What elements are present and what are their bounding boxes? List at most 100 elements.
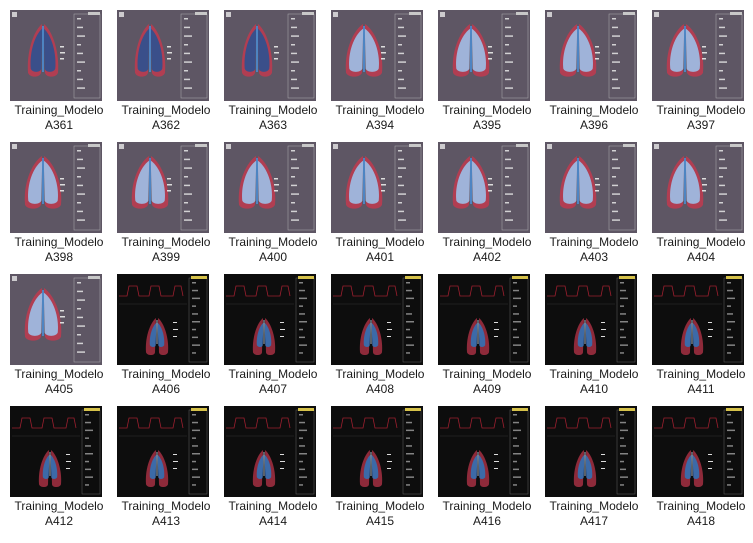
file-name-line-1: Training_Modelo: [121, 235, 211, 249]
file-name-line-1: Training_Modelo: [14, 103, 104, 117]
file-item[interactable]: Training_Modelo A397: [649, 10, 753, 142]
lung-dark-thumbnail-icon: [652, 406, 744, 497]
file-name: Training_Modelo A396: [540, 103, 648, 133]
file-item[interactable]: Training_Modelo A408: [328, 274, 435, 406]
lung-light-thumbnail-icon: [438, 142, 530, 233]
lung-dark-thumbnail-icon: [438, 274, 530, 365]
file-name-line-1: Training_Modelo: [14, 235, 104, 249]
file-name: Training_Modelo A363: [219, 103, 327, 133]
file-item[interactable]: Training_Modelo A405: [7, 274, 114, 406]
lung-dark-thumbnail-icon: [117, 406, 209, 497]
file-name: Training_Modelo A413: [112, 499, 220, 529]
lung-dark-thumbnail-icon: [438, 406, 530, 497]
file-item[interactable]: Training_Modelo A413: [114, 406, 221, 538]
file-name-line-2: A362: [151, 118, 181, 132]
file-name-line-1: Training_Modelo: [14, 499, 104, 513]
file-name: Training_Modelo A397: [647, 103, 753, 133]
file-item[interactable]: Training_Modelo A401: [328, 142, 435, 274]
file-item[interactable]: Training_Modelo A398: [7, 142, 114, 274]
file-name-line-2: A407: [258, 382, 288, 396]
file-name-line-2: A418: [686, 514, 716, 528]
file-item[interactable]: Training_Modelo A409: [435, 274, 542, 406]
lung-light-thumbnail-icon: [224, 10, 316, 101]
file-name: Training_Modelo A411: [647, 367, 753, 397]
file-name-line-2: A396: [579, 118, 609, 132]
file-name-line-1: Training_Modelo: [656, 103, 746, 117]
file-name: Training_Modelo A399: [112, 235, 220, 265]
file-name: Training_Modelo A409: [433, 367, 541, 397]
file-name-line-2: A409: [472, 382, 502, 396]
file-name-line-1: Training_Modelo: [656, 367, 746, 381]
file-item[interactable]: Training_Modelo A396: [542, 10, 649, 142]
lung-dark-thumbnail-icon: [652, 274, 744, 365]
lung-light-thumbnail-icon: [331, 10, 423, 101]
file-item[interactable]: Training_Modelo A406: [114, 274, 221, 406]
file-name: Training_Modelo A408: [326, 367, 434, 397]
lung-dark-thumbnail-icon: [224, 274, 316, 365]
file-name: Training_Modelo A401: [326, 235, 434, 265]
file-name-line-1: Training_Modelo: [442, 235, 532, 249]
file-name: Training_Modelo A412: [5, 499, 113, 529]
file-name-line-2: A397: [686, 118, 716, 132]
file-name-line-1: Training_Modelo: [335, 235, 425, 249]
file-name-line-2: A416: [472, 514, 502, 528]
lung-light-thumbnail-icon: [652, 10, 744, 101]
file-name-line-2: A401: [365, 250, 395, 264]
lung-light-thumbnail-icon: [117, 10, 209, 101]
file-name-line-1: Training_Modelo: [442, 103, 532, 117]
file-item[interactable]: Training_Modelo A411: [649, 274, 753, 406]
lung-light-thumbnail-icon: [438, 10, 530, 101]
file-name: Training_Modelo A418: [647, 499, 753, 529]
file-name: Training_Modelo A417: [540, 499, 648, 529]
file-item[interactable]: Training_Modelo A403: [542, 142, 649, 274]
lung-dark-thumbnail-icon: [224, 406, 316, 497]
file-item[interactable]: Training_Modelo A395: [435, 10, 542, 142]
file-name: Training_Modelo A402: [433, 235, 541, 265]
file-name: Training_Modelo A416: [433, 499, 541, 529]
file-name: Training_Modelo A403: [540, 235, 648, 265]
lung-light-thumbnail-icon: [331, 142, 423, 233]
file-name-line-1: Training_Modelo: [656, 235, 746, 249]
lung-light-thumbnail-icon: [117, 142, 209, 233]
file-name-line-2: A361: [44, 118, 74, 132]
file-item[interactable]: Training_Modelo A415: [328, 406, 435, 538]
file-name-line-2: A402: [472, 250, 502, 264]
file-item[interactable]: Training_Modelo A402: [435, 142, 542, 274]
file-item[interactable]: Training_Modelo A412: [7, 406, 114, 538]
file-name-line-2: A399: [151, 250, 181, 264]
file-item[interactable]: Training_Modelo A418: [649, 406, 753, 538]
file-item[interactable]: Training_Modelo A417: [542, 406, 649, 538]
file-name-line-2: A411: [687, 382, 715, 396]
file-item[interactable]: Training_Modelo A416: [435, 406, 542, 538]
file-item[interactable]: Training_Modelo A362: [114, 10, 221, 142]
file-item[interactable]: Training_Modelo A414: [221, 406, 328, 538]
file-name-line-1: Training_Modelo: [549, 367, 639, 381]
file-name-line-1: Training_Modelo: [121, 499, 211, 513]
lung-light-thumbnail-icon: [545, 10, 637, 101]
file-item[interactable]: Training_Modelo A394: [328, 10, 435, 142]
file-name-line-2: A404: [686, 250, 716, 264]
lung-dark-thumbnail-icon: [545, 406, 637, 497]
file-name-line-1: Training_Modelo: [549, 235, 639, 249]
file-item[interactable]: Training_Modelo A363: [221, 10, 328, 142]
file-name: Training_Modelo A400: [219, 235, 327, 265]
file-name-line-1: Training_Modelo: [228, 367, 318, 381]
file-item[interactable]: Training_Modelo A407: [221, 274, 328, 406]
file-item[interactable]: Training_Modelo A404: [649, 142, 753, 274]
file-name-line-2: A363: [258, 118, 288, 132]
file-name-line-1: Training_Modelo: [335, 367, 425, 381]
lung-light-thumbnail-icon: [652, 142, 744, 233]
lung-light-thumbnail-icon: [545, 142, 637, 233]
file-name-line-2: A408: [365, 382, 395, 396]
file-name-line-1: Training_Modelo: [121, 367, 211, 381]
file-name-line-2: A410: [579, 382, 609, 396]
file-item[interactable]: Training_Modelo A399: [114, 142, 221, 274]
file-item[interactable]: Training_Modelo A361: [7, 10, 114, 142]
file-name: Training_Modelo A410: [540, 367, 648, 397]
file-item[interactable]: Training_Modelo A400: [221, 142, 328, 274]
lung-light-thumbnail-icon: [224, 142, 316, 233]
file-name-line-1: Training_Modelo: [442, 499, 532, 513]
file-item[interactable]: Training_Modelo A410: [542, 274, 649, 406]
file-name-line-1: Training_Modelo: [335, 499, 425, 513]
